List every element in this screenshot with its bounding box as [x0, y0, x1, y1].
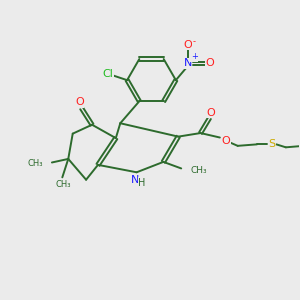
Text: O: O — [183, 40, 192, 50]
Text: Cl: Cl — [102, 69, 113, 79]
Text: CH₃: CH₃ — [55, 180, 71, 189]
Text: S: S — [268, 140, 275, 149]
Text: N: N — [184, 58, 192, 68]
Text: +: + — [191, 52, 198, 61]
Text: -: - — [193, 37, 196, 46]
Text: CH₃: CH₃ — [191, 166, 207, 175]
Text: O: O — [221, 136, 230, 146]
Text: CH₃: CH₃ — [28, 159, 43, 168]
Text: O: O — [206, 58, 214, 68]
Text: H: H — [138, 178, 146, 188]
Text: O: O — [207, 108, 215, 118]
Text: N: N — [131, 175, 140, 185]
Text: O: O — [75, 98, 84, 107]
